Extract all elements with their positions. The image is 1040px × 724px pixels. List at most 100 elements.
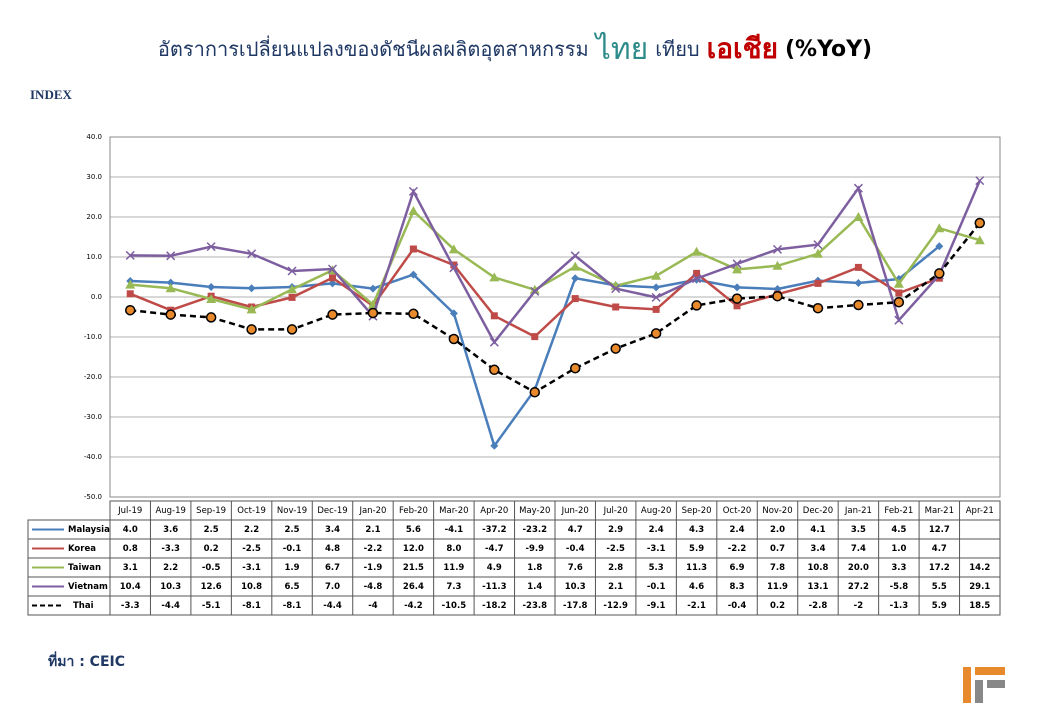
table-cell: 6.5	[285, 582, 300, 592]
table-cell: 7.3	[446, 582, 461, 592]
marker	[732, 264, 743, 274]
table-cell: -37.2	[482, 525, 507, 535]
table-cell: -0.5	[202, 563, 221, 573]
legend-label: Taiwan	[68, 563, 101, 573]
title-part: เทียบ	[655, 37, 699, 61]
x-tick-label: Mar-20	[439, 506, 468, 516]
marker	[894, 315, 904, 325]
marker	[651, 292, 661, 302]
table-cell: 5.9	[689, 544, 704, 554]
marker	[569, 362, 581, 374]
table-cell: 12.7	[929, 525, 950, 535]
marker	[611, 284, 621, 294]
table-cell: -11.3	[482, 582, 507, 592]
table-cell: 3.4	[810, 544, 825, 554]
table-cell: 1.9	[285, 563, 300, 573]
marker	[327, 264, 338, 274]
chart-title: อัตราการเปลี่ยนแปลงของดัชนีผลผลิตอุตสาหก…	[158, 31, 872, 67]
marker	[854, 263, 862, 271]
marker	[408, 308, 419, 320]
table-cell: -0.1	[283, 544, 302, 554]
table-cell: -4.2	[404, 601, 423, 611]
marker	[247, 249, 257, 259]
marker	[733, 283, 742, 292]
x-tick-label: Jul-20	[603, 506, 628, 516]
table-cell: 2.2	[163, 563, 178, 573]
title-part: (%YoY)	[785, 37, 872, 62]
marker	[328, 279, 337, 288]
y-tick-label: -40.0	[84, 453, 102, 461]
marker	[570, 261, 581, 271]
marker	[166, 278, 175, 287]
table-cell: 7.4	[851, 544, 866, 554]
table-cell: -9.1	[647, 601, 666, 611]
marker	[853, 212, 864, 221]
marker	[814, 279, 822, 287]
table-cell: -18.2	[482, 601, 507, 611]
table-cell: -17.8	[563, 601, 588, 611]
marker	[610, 343, 621, 354]
table-cell: 2.1	[608, 582, 623, 592]
x-tick-label: Apr-20	[480, 506, 508, 516]
y-tick-label: -20.0	[84, 373, 102, 381]
table-cell: 2.4	[730, 525, 745, 535]
table-cell: 11.9	[443, 563, 464, 573]
marker	[975, 176, 985, 186]
marker	[934, 268, 945, 279]
marker	[489, 364, 500, 376]
table-cell: 4.0	[123, 525, 138, 535]
x-tick-label: Nov-19	[277, 506, 307, 516]
marker	[288, 293, 296, 301]
marker	[449, 309, 458, 318]
series-line	[130, 208, 981, 311]
table-cell: 2.9	[608, 525, 623, 535]
title-part: เอเชีย	[707, 32, 778, 65]
table-cell: 8.0	[446, 544, 461, 554]
table-cell: 2.5	[285, 525, 300, 535]
marker	[570, 251, 580, 261]
marker	[287, 284, 298, 294]
marker	[812, 302, 824, 314]
x-tick-label: Aug-20	[641, 506, 671, 516]
table-cell: -8.1	[242, 601, 261, 611]
table-cell: -4.8	[364, 582, 383, 592]
table-cell: -4.4	[323, 601, 342, 611]
marker	[329, 274, 336, 282]
table-cell: 4.6	[689, 582, 704, 592]
table-cell: 1.4	[527, 582, 542, 592]
marker	[125, 279, 136, 289]
table-cell: -4.4	[161, 601, 180, 611]
table-cell: 6.7	[325, 563, 340, 573]
marker	[731, 293, 743, 304]
table-cell: -9.9	[525, 544, 544, 554]
table-cell: 2.4	[649, 525, 664, 535]
marker	[812, 248, 823, 258]
x-tick-label: Dec-20	[803, 506, 833, 516]
marker	[489, 272, 500, 282]
x-tick-label: Aug-19	[155, 506, 185, 516]
table-cell: 4.5	[891, 525, 906, 535]
marker	[652, 283, 661, 292]
table-cell: 0.7	[770, 544, 785, 554]
marker	[408, 186, 418, 196]
y-tick-label: 20.0	[86, 213, 102, 221]
table-cell: -1.9	[364, 563, 383, 573]
table-cell: -2.1	[687, 601, 706, 611]
table-cell: -4.7	[485, 544, 504, 554]
plot-border	[109, 136, 1001, 498]
legend-label: Malaysia	[68, 525, 110, 535]
table-cell: 4.8	[325, 544, 340, 554]
series-line	[130, 222, 981, 394]
table-cell: 2.0	[770, 525, 785, 535]
marker	[529, 386, 541, 398]
table-cell: 4.3	[689, 525, 704, 535]
x-tick-label: Sep-19	[196, 506, 226, 516]
x-tick-label: Jan-21	[844, 506, 872, 516]
table-cell: -2.2	[728, 544, 747, 554]
table-cell: 3.6	[163, 525, 178, 535]
x-tick-label: Jan-20	[358, 506, 386, 516]
table-cell: 2.5	[204, 525, 219, 535]
table-cell: -5.1	[202, 601, 221, 611]
table-cell: 0.2	[204, 544, 219, 554]
